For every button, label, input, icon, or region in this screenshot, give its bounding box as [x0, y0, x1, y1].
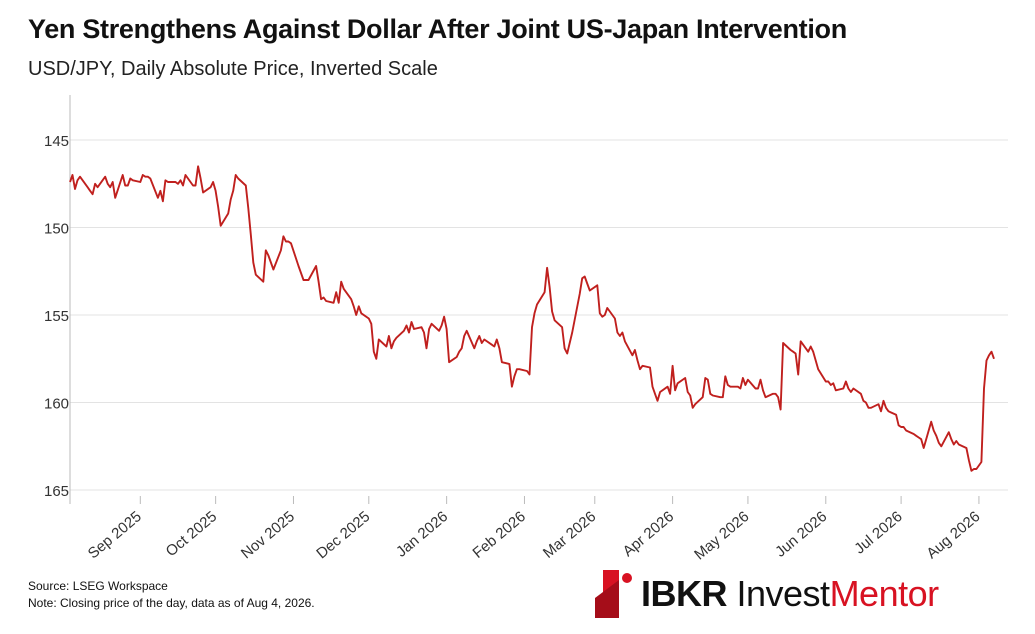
chart-subtitle: USD/JPY, Daily Absolute Price, Inverted … [28, 58, 438, 80]
gridlines [70, 139, 1008, 491]
x-tick-label: Jul 2026 [851, 508, 905, 557]
chart-title: Yen Strengthens Against Dollar After Joi… [28, 14, 847, 44]
y-tick-label: 155 [44, 308, 69, 325]
x-tick-label: Oct 2025 [163, 508, 221, 560]
x-tick-label: Dec 2025 [313, 508, 373, 560]
logo-brand: IBKR [641, 573, 728, 614]
note-text: Note: Closing price of the day, data as … [28, 596, 315, 610]
y-tick-label: 165 [44, 483, 69, 500]
x-tick-label: Apr 2026 [620, 508, 678, 560]
y-axis: 145 150 155 160 165 [44, 95, 71, 504]
source-text: Source: LSEG Workspace [28, 579, 168, 593]
ibkr-logo: IBKR InvestMentor [593, 568, 939, 620]
x-tick-label: Feb 2026 [470, 508, 529, 560]
y-tick-label: 150 [44, 221, 69, 238]
footer-notes: Source: LSEG Workspace Note: Closing pri… [28, 578, 315, 612]
x-tick-label: Mar 2026 [540, 508, 599, 560]
logo-invest: Invest [736, 573, 831, 614]
x-tick-label: Aug 2026 [923, 508, 983, 560]
series-line-0 [69, 165, 995, 472]
x-tick-label: Nov 2025 [238, 508, 298, 560]
ibkr-logo-mark-icon [595, 570, 632, 618]
line-chart: 145 150 155 160 165 Sep 2025 Oct 2025 Nov 2025… [44, 95, 1008, 560]
x-tick-label: Jan 2026 [393, 508, 451, 560]
x-axis: Sep 2025 Oct 2025 Nov 2025 Dec 2025 Jan 2026… [85, 496, 984, 560]
logo-mentor: Mentor [829, 573, 940, 614]
x-tick-label: Sep 2025 [85, 508, 145, 560]
x-tick-label: Jun 2026 [772, 508, 830, 560]
x-tick-label: May 2026 [691, 508, 752, 560]
y-tick-label: 145 [44, 133, 69, 150]
y-tick-label: 160 [44, 396, 69, 413]
series-layer [69, 165, 995, 472]
logo-wordmark: IBKR InvestMentor [641, 573, 939, 615]
